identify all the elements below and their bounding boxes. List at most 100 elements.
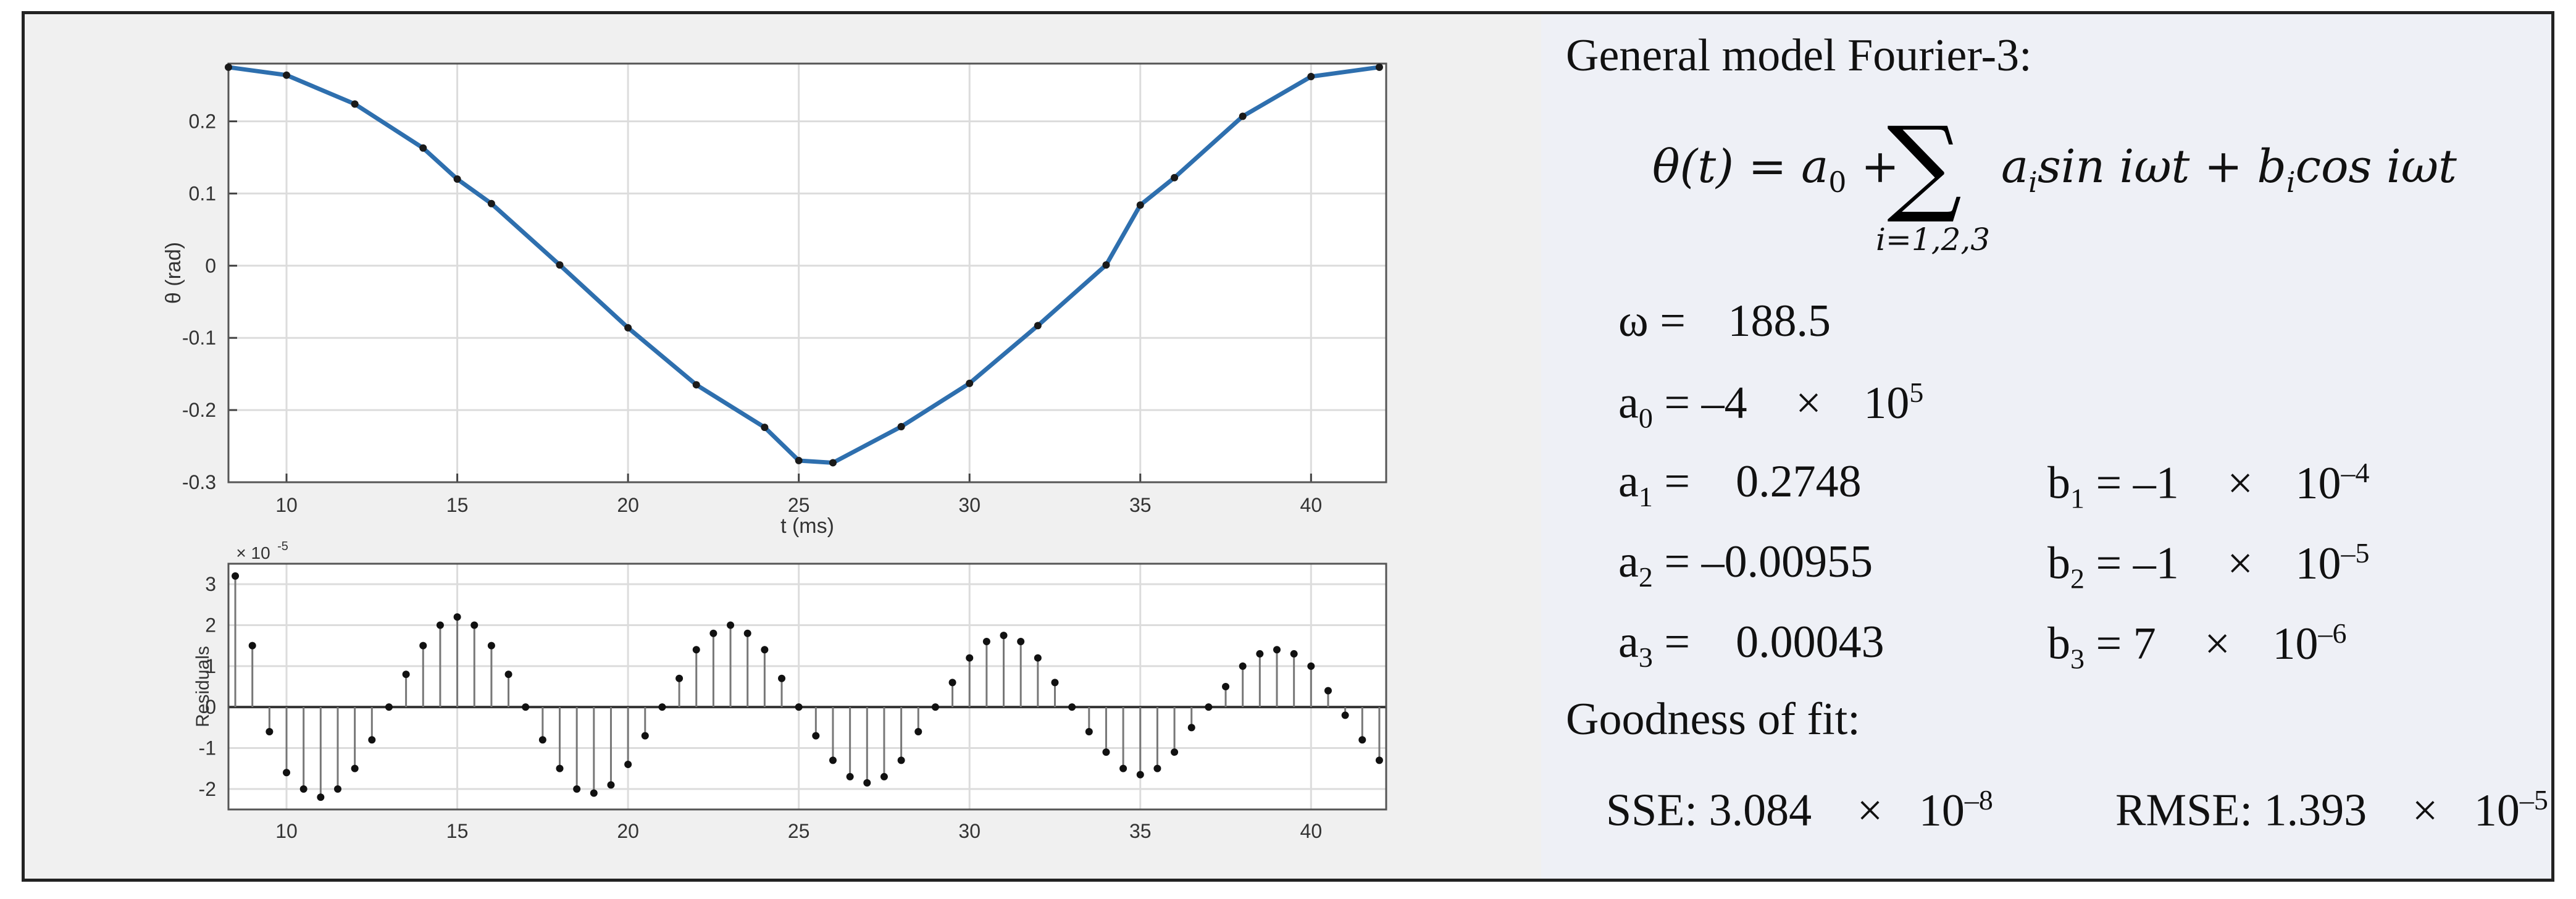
formula-term2-rest: cos iωt <box>2295 140 2457 193</box>
residual-point <box>1307 662 1315 670</box>
residual-point <box>1358 736 1366 744</box>
residual-point <box>675 674 684 682</box>
top-y-tick-label: -0.3 <box>182 471 216 493</box>
residual-point <box>1119 764 1127 772</box>
residual-point <box>1187 724 1195 732</box>
residual-point <box>1068 703 1076 711</box>
residual-point <box>522 703 530 711</box>
residual-x-tick-label: 35 <box>1129 820 1152 842</box>
b1-value: = –1 <box>2096 458 2179 509</box>
a1-label: a <box>1618 456 1639 507</box>
top-x-tick-label: 25 <box>788 494 810 516</box>
residual-point <box>914 727 922 735</box>
top-y-tick-label: 0.1 <box>189 182 216 204</box>
top-x-tick-label: 20 <box>617 494 639 516</box>
top-plot-frame <box>227 62 1387 483</box>
data-point <box>1307 73 1315 81</box>
residual-point <box>795 703 803 711</box>
residual-point <box>1017 638 1025 646</box>
residual-y-tick-label: -2 <box>199 778 216 800</box>
residual-point <box>573 785 581 793</box>
residual-point <box>709 629 717 637</box>
residual-point <box>590 789 598 797</box>
b3-sub: 3 <box>2070 643 2085 675</box>
plot-panel: 10 15 20 25 30 35 40 0.2 0.1 0 -0.1 -0.2 -0.3 t (ms) θ… <box>25 14 1541 879</box>
data-point <box>556 261 564 269</box>
rmse-exp: –5 <box>2519 784 2548 816</box>
a3-sub: 3 <box>1638 641 1653 673</box>
figure-frame: 10 15 20 25 30 35 40 0.2 0.1 0 -0.1 -0.2 -0.3 t (ms) θ… <box>22 11 2554 882</box>
residual-point <box>778 674 786 682</box>
b3-exp: –6 <box>2318 617 2347 649</box>
a3-row: a3 = 0.00043 <box>1618 619 1884 672</box>
residual-y-tick-label: 3 <box>205 573 216 595</box>
a3-label: a <box>1618 617 1639 667</box>
residual-point <box>761 646 769 654</box>
residual-point <box>658 703 666 711</box>
residual-point <box>402 671 410 679</box>
residual-point <box>897 756 905 764</box>
residual-point <box>317 793 325 801</box>
model-heading: General model Fourier-3: <box>1566 30 2032 81</box>
residual-point <box>812 732 820 740</box>
a0-row: a0 = –4 × 105 <box>1618 378 1923 432</box>
b1-label: b <box>2047 458 2070 509</box>
residual-y-tick-label: 0 <box>205 696 216 718</box>
data-point <box>1375 63 1383 71</box>
residual-plot-area <box>228 564 1386 809</box>
b2-value: = –1 <box>2096 538 2179 589</box>
a0-exp: 5 <box>1909 377 1924 408</box>
model-formula: θ(t) = a0 + <box>1652 144 1899 196</box>
b3-row: b3 = 7 × 10–6 <box>2047 619 2346 673</box>
summation-index: i=1,2,3 <box>1876 222 1991 257</box>
data-point <box>487 199 495 207</box>
top-x-tick-label: 10 <box>275 494 298 516</box>
top-x-tick-label: 35 <box>1129 494 1152 516</box>
residual-point <box>743 629 751 637</box>
sse-exp: –8 <box>1964 784 1993 816</box>
b1-sub: 1 <box>2070 482 2085 514</box>
a3-value: = 0.00043 <box>1664 617 1884 667</box>
residual-point <box>453 613 461 621</box>
b3-value: = 7 <box>2096 618 2156 669</box>
a1-value: = 0.2748 <box>1664 456 1862 507</box>
data-point <box>225 63 232 71</box>
residual-point <box>1171 748 1179 756</box>
residual-point <box>948 679 956 687</box>
formula-term2-sub: i <box>2286 165 2296 199</box>
summation-symbol: ∑ <box>1887 104 1962 227</box>
a2-sub: 2 <box>1638 561 1653 593</box>
residual-point <box>556 764 564 772</box>
data-point <box>1171 174 1179 182</box>
b1-times: × <box>2227 458 2253 509</box>
b2-sub: 2 <box>2070 562 2085 595</box>
residual-point <box>624 761 632 769</box>
data-point <box>829 459 837 467</box>
residual-y-tick-label: -1 <box>199 737 216 759</box>
sse-times: × <box>1857 785 1883 836</box>
b3-label: b <box>2047 618 2070 669</box>
b1-power: 10 <box>2295 458 2341 509</box>
residual-point <box>1000 632 1008 640</box>
a0-power: 10 <box>1863 377 1910 429</box>
residual-point <box>982 638 990 646</box>
residual-point <box>1290 650 1298 658</box>
residual-point <box>880 772 888 780</box>
a0-value: = –4 <box>1664 377 1747 429</box>
residual-x-tick-label: 30 <box>958 820 981 842</box>
b1-row: b1 = –1 × 10–4 <box>2047 459 2369 512</box>
formula-plus: + <box>1861 140 1900 193</box>
top-y-axis-label: θ (rad) <box>162 242 185 304</box>
residual-point <box>248 642 256 650</box>
b3-power: 10 <box>2272 618 2319 669</box>
sse-power: 10 <box>1918 785 1965 836</box>
data-point <box>1034 322 1042 330</box>
data-point <box>692 381 700 389</box>
b2-power: 10 <box>2295 538 2341 589</box>
data-point <box>453 175 461 183</box>
rmse-times: × <box>2412 785 2438 836</box>
data-point <box>624 324 632 332</box>
a0-label: a <box>1618 377 1639 429</box>
residual-point <box>1375 756 1383 764</box>
top-x-tick-label: 15 <box>446 494 469 516</box>
